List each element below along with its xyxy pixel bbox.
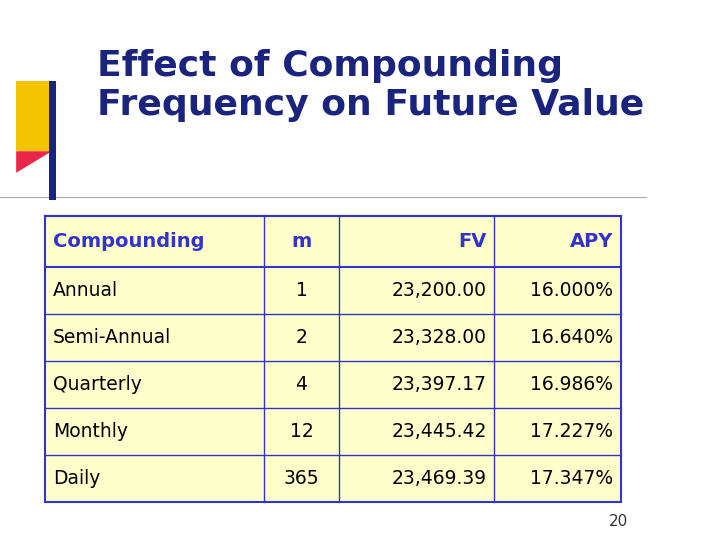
Text: Monthly: Monthly — [53, 422, 128, 441]
Text: 1: 1 — [296, 281, 307, 300]
Text: Effect of Compounding
Frequency on Future Value: Effect of Compounding Frequency on Futur… — [97, 49, 644, 122]
Text: 16.000%: 16.000% — [531, 281, 613, 300]
Text: 23,200.00: 23,200.00 — [392, 281, 487, 300]
Text: 23,445.42: 23,445.42 — [392, 422, 487, 441]
Text: 23,397.17: 23,397.17 — [392, 375, 487, 394]
Text: 17.227%: 17.227% — [531, 422, 613, 441]
Text: m: m — [292, 232, 312, 251]
Text: 20: 20 — [608, 514, 628, 529]
Text: 4: 4 — [295, 375, 307, 394]
Text: Annual: Annual — [53, 281, 118, 300]
Text: Semi-Annual: Semi-Annual — [53, 328, 171, 347]
Text: APY: APY — [570, 232, 613, 251]
Text: Daily: Daily — [53, 469, 100, 488]
Text: 365: 365 — [284, 469, 320, 488]
FancyBboxPatch shape — [48, 81, 56, 200]
Text: 23,328.00: 23,328.00 — [392, 328, 487, 347]
Text: Compounding: Compounding — [53, 232, 204, 251]
Text: 17.347%: 17.347% — [530, 469, 613, 488]
FancyBboxPatch shape — [16, 81, 52, 151]
Text: Quarterly: Quarterly — [53, 375, 142, 394]
Polygon shape — [16, 151, 52, 173]
Text: 12: 12 — [289, 422, 313, 441]
Text: FV: FV — [459, 232, 487, 251]
Text: 23,469.39: 23,469.39 — [392, 469, 487, 488]
Text: 2: 2 — [296, 328, 307, 347]
Text: 16.986%: 16.986% — [531, 375, 613, 394]
FancyBboxPatch shape — [45, 216, 621, 502]
Text: 16.640%: 16.640% — [530, 328, 613, 347]
